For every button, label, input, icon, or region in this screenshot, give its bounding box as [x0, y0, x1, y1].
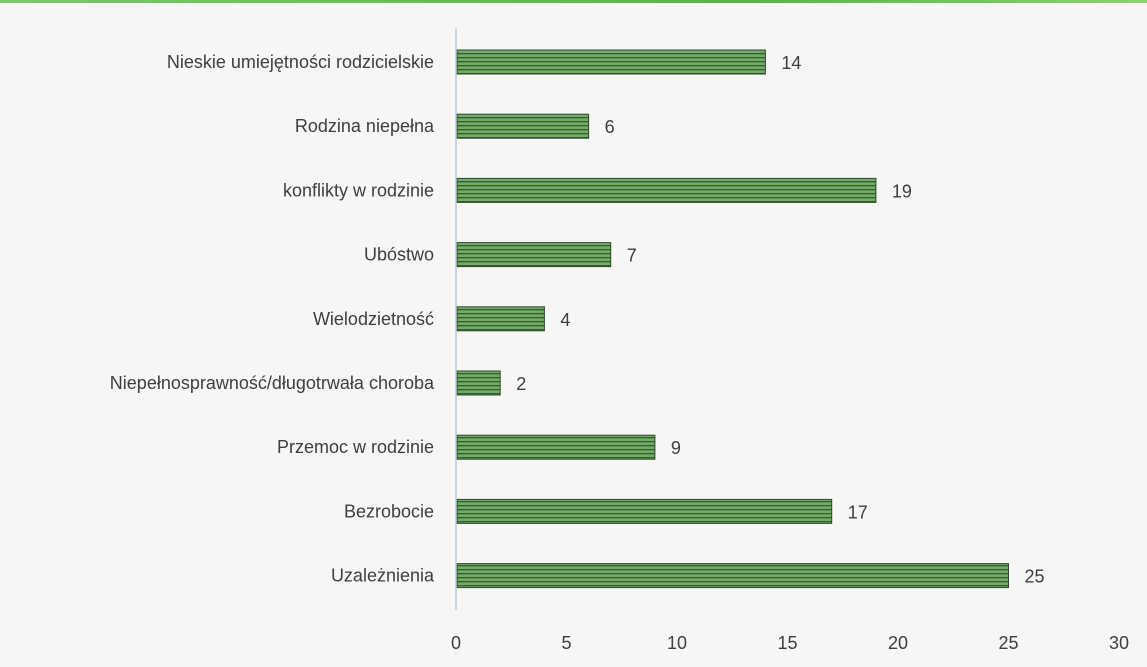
bar [456, 498, 833, 524]
data-label: 19 [892, 181, 912, 201]
category-label: Wielodzietność [313, 309, 434, 329]
value-labels-group: 14 6 19 7 4 2 9 17 25 [516, 53, 1044, 587]
x-tick-label: 0 [451, 633, 461, 653]
bar [456, 306, 545, 332]
category-labels-group: Nieskie umiejętności rodzicielskie Rodzin… [110, 52, 435, 586]
x-tick-label: 20 [888, 633, 908, 653]
data-label: 9 [671, 438, 681, 458]
bar [456, 370, 501, 396]
bar [456, 563, 1009, 589]
category-label: Nieskie umiejętności rodzicielskie [167, 52, 434, 72]
x-tick-label: 10 [667, 633, 687, 653]
bar [456, 242, 612, 268]
category-label: Przemoc w rodzinie [277, 437, 434, 457]
bars-group [456, 49, 1009, 589]
x-tick-labels-group: 0 5 10 15 20 25 30 [451, 633, 1129, 653]
data-label: 17 [848, 502, 868, 522]
category-label: konflikty w rodzinie [283, 180, 434, 200]
x-tick-label: 5 [561, 633, 571, 653]
data-label: 7 [627, 246, 637, 266]
bar [456, 49, 766, 75]
scan-top-border [0, 0, 1147, 3]
category-label: Niepełnosprawność/długotrwała choroba [110, 373, 435, 393]
data-label: 14 [781, 53, 801, 73]
x-tick-label: 15 [777, 633, 797, 653]
category-label: Bezrobocie [344, 501, 434, 521]
data-label: 6 [605, 117, 615, 137]
bar [456, 177, 877, 203]
category-label: Ubóstwo [364, 245, 434, 265]
data-label: 4 [560, 310, 570, 330]
data-label: 25 [1025, 567, 1045, 587]
x-tick-label: 25 [998, 633, 1018, 653]
data-label: 2 [516, 374, 526, 394]
bar [456, 434, 656, 460]
x-tick-label: 30 [1109, 633, 1129, 653]
category-label: Rodzina niepełna [295, 116, 435, 136]
bar [456, 113, 590, 139]
category-label: Uzależnienia [331, 566, 435, 586]
